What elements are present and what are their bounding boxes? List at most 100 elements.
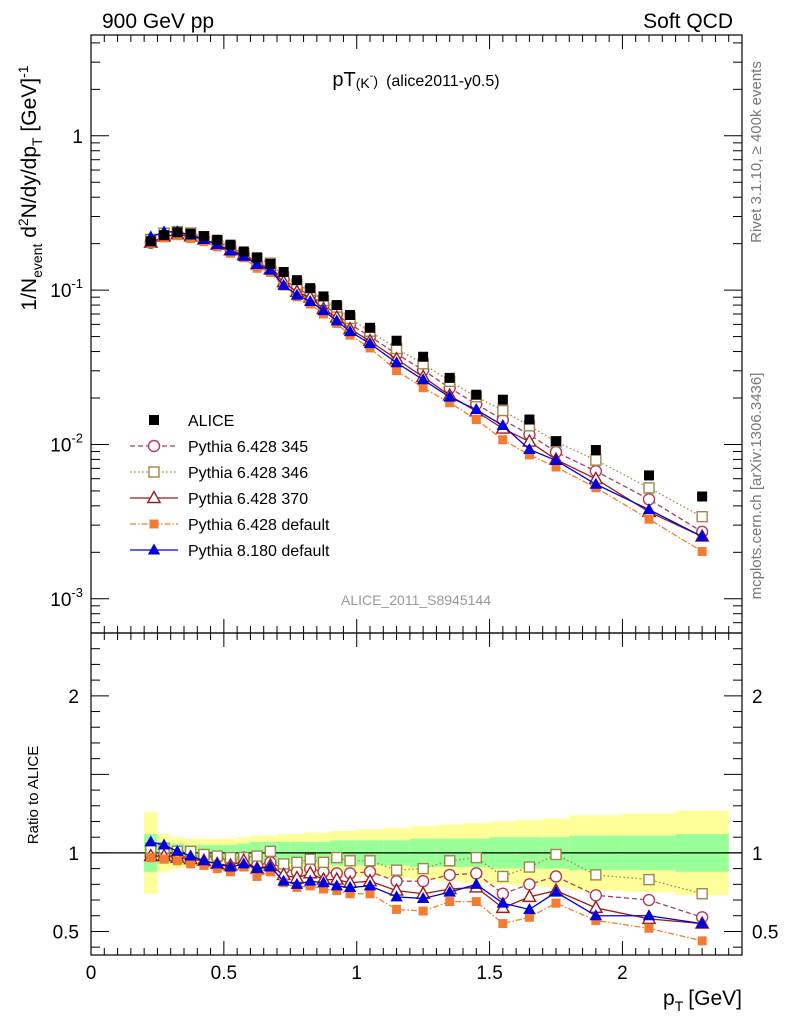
series-3-point-main <box>418 383 428 393</box>
header-left-label: 900 GeV pp <box>102 10 214 33</box>
x-tick-label: 1 <box>351 963 362 984</box>
alice-data-point <box>291 275 302 286</box>
x-tick-label: 0 <box>86 963 97 984</box>
series-3-point-main <box>498 435 508 445</box>
series-4-point-ratio <box>250 862 264 874</box>
series-1-point-main <box>696 510 708 523</box>
y-tick-label-main: 10-3 <box>50 585 83 611</box>
alice-data-point <box>345 309 356 320</box>
series-4-point-main <box>363 337 377 349</box>
series-4-point-main <box>290 288 304 300</box>
series-3-point-main <box>471 415 481 425</box>
legend-marker-4 <box>147 543 161 555</box>
series-0-point-ratio <box>470 867 483 880</box>
series-3-point-ratio <box>591 915 601 925</box>
alice-data-point <box>697 491 708 502</box>
series-3-point-main <box>445 398 455 408</box>
series-1-point-ratio <box>470 851 482 864</box>
y-tick-label-main: 1 <box>72 127 83 148</box>
series-4-point-main <box>390 356 403 368</box>
series-3-point-ratio <box>305 881 315 891</box>
series-3-point-ratio <box>319 884 328 894</box>
ratio-y-axis-label: Ratio to ALICE <box>25 746 42 844</box>
series-1-point-main <box>643 482 655 494</box>
series-1-point-ratio <box>643 873 655 886</box>
series-4-point-ratio <box>224 860 237 872</box>
x-tick-label: 2 <box>617 963 628 984</box>
series-3-point-ratio <box>199 860 209 870</box>
series-2-point-ratio <box>522 888 537 903</box>
legend-label-2: Pythia 6.428 370 <box>188 491 308 508</box>
series-3-point-ratio <box>159 854 169 864</box>
alice-data-point <box>212 234 223 245</box>
series-4-point-ratio <box>390 890 403 902</box>
series-4-point-ratio <box>589 909 603 921</box>
series-4-point-main <box>443 390 456 402</box>
legend-label-3: Pythia 6.428 default <box>188 517 330 534</box>
alice-data-point <box>198 231 209 242</box>
alice-data-point <box>305 283 316 294</box>
y-tick-label-main: 10-2 <box>50 430 83 456</box>
y-tick-label-ratio-right: 1 <box>752 844 763 865</box>
series-3-point-main <box>551 462 561 472</box>
series-1-point-ratio <box>304 853 316 865</box>
series-3-point-ratio <box>252 871 262 881</box>
series-3-point-ratio <box>226 867 235 877</box>
series-4-point-ratio <box>343 880 357 892</box>
analysis-name: ALICE_2011_S8945144 <box>341 592 491 608</box>
series-4-point-ratio <box>211 857 224 869</box>
alice-data-point <box>185 228 196 239</box>
alice-data-point <box>159 230 170 241</box>
series-4-point-main <box>250 257 264 269</box>
legend-marker-0 <box>147 439 161 453</box>
series-4-point-ratio <box>416 891 430 903</box>
alice-data-point <box>265 258 276 269</box>
series-4-point-main <box>224 244 237 256</box>
series-1-point-ratio <box>331 851 343 864</box>
series-1-point-ratio <box>251 850 263 862</box>
alice-data-point <box>252 252 263 263</box>
alice-data-point <box>418 351 429 362</box>
alice-data-point <box>172 227 183 238</box>
series-4-point-ratio <box>330 879 343 891</box>
series-1-point-ratio <box>523 861 536 873</box>
series-3-point-ratio <box>332 886 342 896</box>
legend-label-4: Pythia 8.180 default <box>188 543 330 560</box>
legend-marker-2 <box>146 490 162 504</box>
series-4-point-main <box>589 477 603 489</box>
y-tick-label-main: 10-1 <box>50 276 83 302</box>
series-0-point-ratio <box>589 889 603 902</box>
series-3-point-ratio <box>186 859 196 869</box>
series-1-point-main <box>590 454 602 466</box>
series-3-point-ratio <box>146 853 156 863</box>
alice-data-point <box>551 436 561 447</box>
series-3-point-ratio <box>445 897 455 907</box>
series-4-point-ratio <box>171 844 184 856</box>
series-4-point-main <box>642 503 656 515</box>
series-4-point-ratio <box>443 885 456 897</box>
series-0-point-ratio <box>549 870 563 883</box>
series-1-point-ratio <box>264 845 277 858</box>
alice-data-point <box>145 236 156 247</box>
series-1-point-ratio <box>417 862 429 875</box>
series-3-point-ratio <box>644 923 654 933</box>
series-4-point-main <box>416 373 430 385</box>
series-3-point-ratio <box>418 906 428 916</box>
alice-data-point <box>497 394 508 405</box>
series-1-point-ratio <box>696 888 708 900</box>
series-3-point-ratio <box>265 867 275 877</box>
series-3-point-ratio <box>551 898 561 908</box>
series-1-point-ratio <box>390 864 403 876</box>
y-tick-label-ratio-right: 2 <box>752 687 763 708</box>
series-3-point-main <box>644 514 654 524</box>
chart-title: pT(K-) (alice2011-y0.5) <box>332 69 499 91</box>
series-4-point-ratio <box>264 860 277 872</box>
series-4-point-ratio <box>237 857 250 869</box>
series-4-point-ratio <box>157 838 171 850</box>
main-y-axis-label: 1/Nevent d2N/dy/dpT [GeV]-1 <box>15 65 45 310</box>
x-tick-label: 1.5 <box>476 963 502 984</box>
series-3-point-ratio <box>212 864 222 874</box>
series-3-point-ratio <box>172 856 182 866</box>
series-3-point-main <box>392 366 402 376</box>
